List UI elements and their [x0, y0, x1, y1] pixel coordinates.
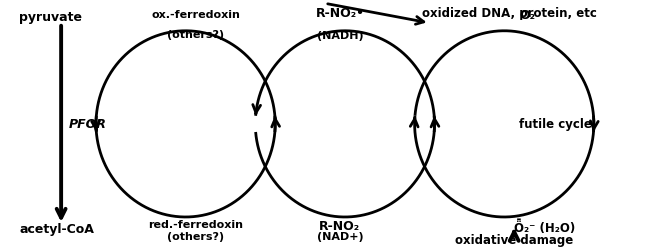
Text: (others?): (others?): [167, 231, 224, 241]
Text: futile cycle: futile cycle: [519, 118, 592, 131]
Text: R-NO₂•: R-NO₂•: [315, 7, 365, 20]
Text: R-NO₂: R-NO₂: [319, 219, 361, 232]
Text: red.-ferredoxin: red.-ferredoxin: [148, 219, 243, 229]
Text: (NAD+): (NAD+): [317, 231, 363, 241]
Text: (others?): (others?): [167, 30, 224, 40]
Text: acetyl-CoA: acetyl-CoA: [20, 222, 94, 235]
Text: Ȫ₂⁻ (H₂O): Ȫ₂⁻ (H₂O): [514, 219, 575, 234]
Text: (NADH): (NADH): [317, 31, 363, 41]
Text: O₂: O₂: [519, 9, 535, 22]
Text: pyruvate: pyruvate: [20, 10, 83, 24]
Text: oxidized DNA, protein, etc: oxidized DNA, protein, etc: [422, 7, 597, 20]
Text: ox.-ferredoxin: ox.-ferredoxin: [151, 10, 240, 20]
Text: oxidative damage: oxidative damage: [455, 233, 573, 246]
Text: PFOR: PFOR: [69, 118, 107, 131]
